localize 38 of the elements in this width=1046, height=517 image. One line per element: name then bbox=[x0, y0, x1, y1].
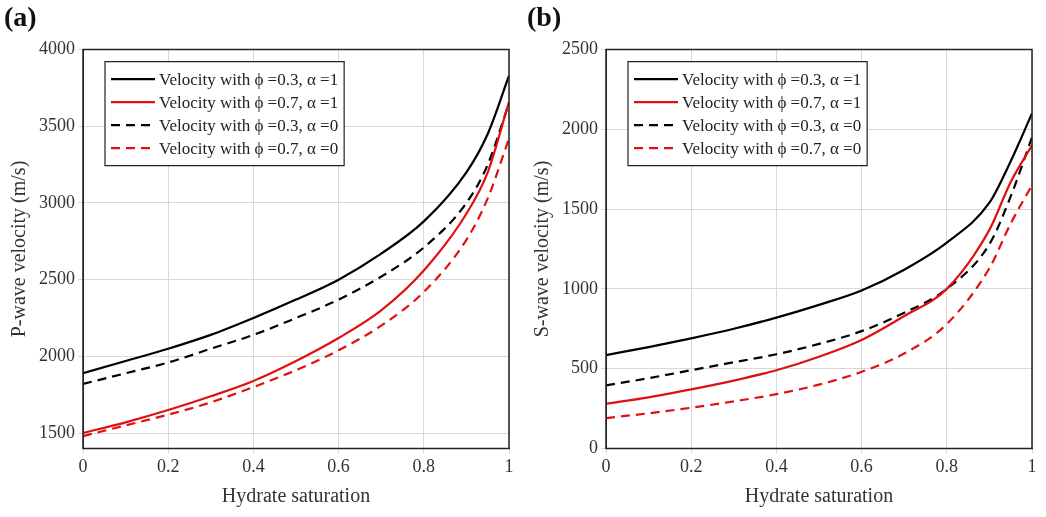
x-tick-label: 0 bbox=[601, 455, 611, 476]
x-tick-label: 0.4 bbox=[765, 455, 788, 476]
x-tick-label: 0.8 bbox=[935, 455, 959, 476]
y-tick-label: 1500 bbox=[39, 421, 75, 442]
x-tick-label: 0.6 bbox=[327, 455, 350, 476]
y-tick-label: 2500 bbox=[562, 38, 598, 59]
y-tick-label: 2500 bbox=[39, 268, 75, 289]
x-axis-title: Hydrate saturation bbox=[221, 484, 371, 508]
x-tick-label: 0.6 bbox=[850, 455, 873, 476]
x-tick-label: 0.8 bbox=[412, 455, 436, 476]
legend-label: Velocity with ϕ =0.3, α =1 bbox=[159, 69, 339, 89]
y-tick-label: 2000 bbox=[562, 118, 598, 139]
x-tick-label: 1 bbox=[1027, 455, 1037, 476]
y-tick-label: 3500 bbox=[39, 115, 75, 136]
legend-label: Velocity with ϕ =0.3, α =0 bbox=[159, 115, 339, 135]
y-tick-label: 3000 bbox=[39, 191, 75, 212]
x-tick-label: 0.2 bbox=[156, 455, 180, 476]
legend-label: Velocity with ϕ =0.7, α =1 bbox=[159, 92, 339, 112]
y-tick-label: 4000 bbox=[39, 38, 75, 59]
y-axis-title: S-wave velocity (m/s) bbox=[530, 160, 554, 338]
y-tick-label: 500 bbox=[571, 357, 598, 378]
legend-label: Velocity with ϕ =0.7, α =1 bbox=[682, 92, 862, 112]
chart-title: (a) bbox=[4, 1, 37, 33]
legend-label: Velocity with ϕ =0.7, α =0 bbox=[159, 138, 339, 158]
x-tick-label: 0.2 bbox=[679, 455, 703, 476]
legend-label: Velocity with ϕ =0.7, α =0 bbox=[682, 138, 862, 158]
y-axis-title: P-wave velocity (m/s) bbox=[7, 160, 31, 338]
x-tick-label: 0 bbox=[78, 455, 88, 476]
legend-label: Velocity with ϕ =0.3, α =1 bbox=[682, 69, 862, 89]
legend-label: Velocity with ϕ =0.3, α =0 bbox=[682, 115, 862, 135]
chart-title: (b) bbox=[527, 1, 562, 33]
x-tick-label: 1 bbox=[504, 455, 514, 476]
x-axis-title: Hydrate saturation bbox=[744, 484, 894, 508]
y-tick-label: 1000 bbox=[562, 277, 598, 298]
y-tick-label: 2000 bbox=[39, 345, 75, 366]
x-tick-label: 0.4 bbox=[242, 455, 265, 476]
y-tick-label: 0 bbox=[589, 437, 598, 458]
y-tick-label: 1500 bbox=[562, 197, 598, 218]
